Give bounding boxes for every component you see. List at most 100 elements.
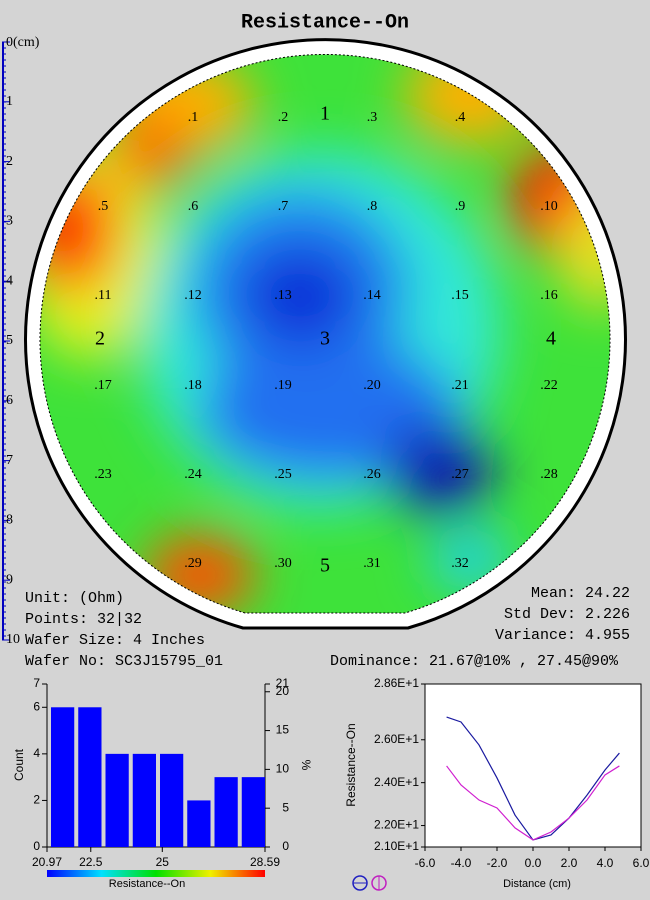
info-mean: Mean: 24.22: [531, 585, 630, 602]
y-tick-label: 0: [33, 839, 40, 853]
point-label: .11: [95, 288, 112, 303]
profile-plot-area: [424, 683, 642, 848]
y-tick-label: 2.60E+1: [374, 732, 419, 746]
bar: [187, 800, 211, 847]
section-label: 1: [320, 103, 330, 125]
wafer-edge: [39, 53, 611, 614]
point-label: .2: [278, 110, 289, 125]
y2-tick-label: 15: [276, 723, 290, 737]
ruler-label: 0(cm): [6, 35, 40, 50]
point-label: .20: [363, 378, 381, 393]
view-icons[interactable]: [352, 875, 387, 891]
x-axis-label: Resistance--On: [109, 878, 185, 890]
x-tick-label: 25: [156, 855, 170, 869]
point-label: .3: [367, 110, 378, 125]
y-tick-label: 2.86E+1: [374, 676, 419, 690]
y2-tick-label: 5: [282, 800, 289, 814]
point-label: .9: [455, 199, 466, 214]
info-wafer-no: Wafer No: SC3J15795_01: [25, 653, 223, 670]
y2-tick-label: 10: [276, 762, 290, 776]
y2-tick-label: 20: [276, 684, 290, 698]
ruler-label: 9: [6, 572, 13, 587]
bar: [132, 753, 156, 847]
info-points: Points: 32|32: [25, 611, 142, 628]
x-tick-label: 6.0: [633, 856, 650, 870]
point-label: .5: [98, 199, 109, 214]
bar: [241, 777, 265, 847]
ruler-label: 10: [6, 632, 20, 647]
section-label: 4: [546, 328, 556, 350]
point-label: .17: [94, 378, 112, 393]
info-dominance: Dominance: 21.67@10% , 27.45@90%: [330, 653, 619, 670]
y-axis-label: Count: [12, 748, 26, 781]
bar: [105, 753, 129, 847]
point-label: .14: [363, 288, 381, 303]
ruler-label: 1: [6, 94, 13, 109]
ruler-label: 4: [6, 273, 13, 288]
bar: [160, 753, 184, 847]
info-variance: Variance: 4.955: [495, 627, 630, 644]
point-label: .27: [451, 467, 469, 482]
title: Resistance--On: [241, 11, 409, 34]
x-tick-label: -2.0: [487, 856, 508, 870]
y2-tick-label: 21: [276, 676, 290, 690]
x-tick-label: 20.97: [32, 855, 62, 869]
bar: [51, 707, 75, 847]
point-label: .32: [451, 556, 469, 571]
point-label: .1: [188, 110, 199, 125]
point-label: .15: [451, 288, 469, 303]
point-label: .29: [184, 556, 202, 571]
ruler-label: 5: [6, 333, 13, 348]
bar: [78, 707, 102, 847]
x-tick-label: 0.0: [525, 856, 542, 870]
x-tick-label: 28.59: [250, 855, 280, 869]
y-tick-label: 2.10E+1: [374, 839, 419, 853]
point-label: .13: [274, 288, 292, 303]
ruler-label: 6: [6, 393, 13, 408]
point-label: .10: [540, 199, 558, 214]
y-tick-label: 7: [33, 676, 40, 690]
y-axis-label: Resistance--On: [344, 723, 358, 806]
point-label: .24: [184, 467, 202, 482]
x-tick-label: -6.0: [415, 856, 436, 870]
color-bar: [47, 870, 265, 877]
point-label: .7: [278, 199, 289, 214]
point-label: .12: [184, 288, 202, 303]
point-label: .26: [363, 467, 381, 482]
ruler-label: 2: [6, 154, 13, 169]
info-std-dev: Std Dev: 2.226: [504, 606, 630, 623]
point-label: .30: [274, 556, 292, 571]
bar: [214, 777, 238, 847]
info-unit: Unit: (Ohm): [25, 590, 124, 607]
x-tick-label: 2.0: [561, 856, 578, 870]
point-label: .8: [367, 199, 378, 214]
section-label: 3: [320, 328, 330, 350]
point-label: .22: [540, 378, 558, 393]
point-label: .18: [184, 378, 202, 393]
point-label: .6: [188, 199, 199, 214]
y-tick-label: 2.20E+1: [374, 818, 419, 832]
ruler-label: 8: [6, 513, 13, 528]
x-tick-label: -4.0: [451, 856, 472, 870]
y2-axis-label: %: [299, 760, 313, 771]
x-tick-label: 4.0: [597, 856, 614, 870]
section-label: 2: [95, 328, 105, 350]
y-tick-label: 4: [33, 746, 40, 760]
info-wafer-size: Wafer Size: 4 Inches: [25, 632, 205, 649]
point-label: .31: [363, 556, 381, 571]
ruler-label: 3: [6, 214, 13, 229]
profile-line: [446, 765, 620, 841]
point-label: .21: [451, 378, 469, 393]
point-label: .4: [455, 110, 466, 125]
y-tick-label: 2.40E+1: [374, 775, 419, 789]
y-tick-label: 2: [33, 793, 40, 807]
x-tick-label: 22.5: [79, 855, 103, 869]
point-label: .23: [94, 467, 112, 482]
y2-tick-label: 0: [282, 839, 289, 853]
point-label: .16: [540, 288, 558, 303]
point-label: .28: [540, 467, 558, 482]
y-tick-label: 6: [33, 699, 40, 713]
x-axis-label: Distance (cm): [503, 878, 571, 890]
